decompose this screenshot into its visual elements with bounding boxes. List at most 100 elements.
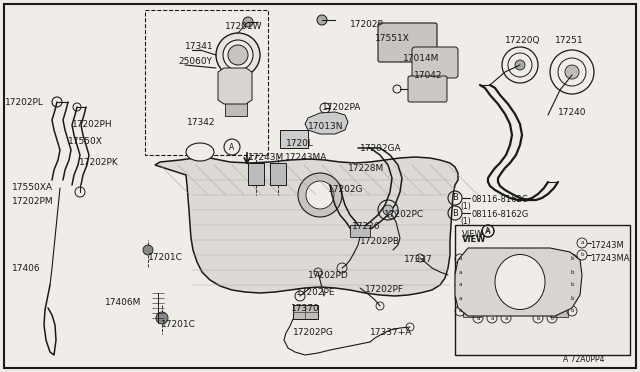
Circle shape (317, 15, 327, 25)
Bar (270, 163, 286, 185)
Ellipse shape (495, 254, 545, 310)
Text: 17228M: 17228M (348, 164, 384, 173)
Text: 08116-8162G: 08116-8162G (472, 210, 529, 219)
Text: 17243M: 17243M (590, 241, 624, 250)
Text: b: b (570, 282, 573, 288)
Text: 17202G: 17202G (328, 185, 364, 194)
Circle shape (502, 47, 538, 83)
FancyBboxPatch shape (378, 23, 437, 62)
Polygon shape (218, 68, 252, 104)
Text: A 72A0PP4: A 72A0PP4 (563, 355, 605, 364)
Text: 25060Y: 25060Y (178, 57, 212, 66)
Text: b: b (580, 253, 584, 257)
Text: A: A (229, 142, 235, 151)
Text: a: a (504, 315, 508, 321)
Text: VIEW: VIEW (462, 235, 486, 244)
Bar (550, 268, 568, 278)
Bar (248, 163, 264, 185)
Bar (550, 307, 568, 317)
Bar (293, 305, 318, 319)
Text: 17337+A: 17337+A (370, 328, 412, 337)
Text: 17202PH: 17202PH (72, 120, 113, 129)
Text: 17201C: 17201C (148, 253, 183, 262)
Text: 17406: 17406 (12, 264, 40, 273)
Circle shape (515, 60, 525, 70)
Text: A: A (486, 228, 490, 234)
Text: 17370: 17370 (291, 304, 320, 313)
Text: 17550X: 17550X (68, 137, 103, 146)
Text: B: B (452, 193, 458, 202)
Text: b: b (570, 308, 573, 314)
Text: 17202PM: 17202PM (12, 197, 54, 206)
Polygon shape (305, 112, 348, 134)
Text: 17201C: 17201C (161, 320, 196, 329)
Bar (145, 10, 268, 155)
Bar (280, 130, 308, 148)
Text: 08116-8162G: 08116-8162G (472, 195, 529, 204)
Bar (550, 294, 568, 304)
Circle shape (156, 312, 168, 324)
Bar (350, 225, 370, 237)
Text: A: A (485, 227, 491, 235)
FancyBboxPatch shape (408, 76, 447, 102)
Text: a: a (458, 282, 461, 288)
Text: 17337: 17337 (404, 255, 433, 264)
Text: 17202P: 17202P (350, 20, 384, 29)
Text: b: b (536, 315, 540, 321)
Circle shape (298, 173, 342, 217)
Circle shape (383, 205, 393, 215)
Circle shape (216, 33, 260, 77)
Bar (463, 255, 481, 265)
Text: (1): (1) (460, 217, 471, 226)
Text: 17202PC: 17202PC (384, 210, 424, 219)
Text: 17406M: 17406M (105, 298, 141, 307)
Text: 17243M: 17243M (248, 153, 284, 162)
Text: 17202GA: 17202GA (360, 144, 402, 153)
Text: a: a (490, 315, 493, 321)
Text: 17014M: 17014M (403, 54, 440, 63)
Circle shape (228, 45, 248, 65)
Text: 17202PA: 17202PA (322, 103, 362, 112)
Text: 17550XA: 17550XA (12, 183, 53, 192)
Circle shape (243, 17, 253, 27)
Text: b: b (570, 269, 573, 275)
Bar (463, 268, 481, 278)
Text: A: A (479, 230, 484, 239)
Polygon shape (455, 248, 582, 316)
Text: 17013N: 17013N (308, 122, 344, 131)
Text: a: a (458, 308, 461, 314)
Circle shape (565, 65, 579, 79)
Circle shape (143, 245, 153, 255)
Circle shape (306, 181, 334, 209)
Circle shape (550, 50, 594, 94)
Text: a: a (580, 241, 584, 246)
Text: 17201W: 17201W (225, 22, 262, 31)
Bar (455, 225, 630, 355)
Text: VIEW: VIEW (462, 230, 484, 239)
Text: 17251: 17251 (555, 36, 584, 45)
Text: 17243MA: 17243MA (590, 254, 630, 263)
Text: 17202PL: 17202PL (5, 98, 44, 107)
Text: 17202PF: 17202PF (365, 285, 404, 294)
Ellipse shape (186, 143, 214, 161)
FancyBboxPatch shape (412, 47, 458, 78)
Bar (463, 281, 481, 291)
Bar (550, 255, 568, 265)
Text: B: B (452, 208, 458, 218)
Text: 17202PD: 17202PD (308, 271, 349, 280)
Text: 17226: 17226 (352, 222, 381, 231)
Text: b: b (550, 315, 554, 321)
Text: 17220Q: 17220Q (505, 36, 541, 45)
Circle shape (223, 40, 253, 70)
Text: 17240: 17240 (558, 108, 586, 117)
Text: a: a (476, 315, 480, 321)
Text: 17202PE: 17202PE (296, 288, 335, 297)
Bar (225, 102, 247, 116)
Text: 17202PG: 17202PG (293, 328, 334, 337)
Text: (1): (1) (460, 202, 471, 211)
Text: 17243MA: 17243MA (285, 153, 328, 162)
Text: 17202PB: 17202PB (360, 237, 400, 246)
Text: 17341: 17341 (185, 42, 214, 51)
Text: 1720L: 1720L (286, 139, 314, 148)
Bar (550, 281, 568, 291)
